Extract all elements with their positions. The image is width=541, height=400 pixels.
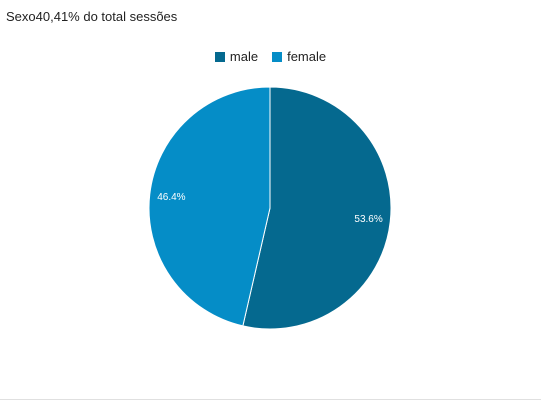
chart-title-text: Sexo [6,9,36,24]
pie-slice-male[interactable] [242,86,392,330]
legend-item-male[interactable]: male [214,49,259,64]
pie-slice-female[interactable] [148,86,271,327]
pie-labels: 53.6% 46.4% [157,192,383,225]
chart-legend: male female [0,49,541,64]
legend-swatch-female [272,51,283,62]
legend-swatch-male [214,51,225,62]
pie-slices [148,86,392,330]
chart-title: Sexo40,41% do total sessões [6,9,177,24]
pie-label-female: 46.4% [157,192,185,203]
legend-item-female[interactable]: female [272,49,326,64]
legend-label-male: male [229,49,259,64]
pie-label-male: 53.6% [354,214,382,225]
legend-label-female: female [287,49,327,64]
chart-subtitle: 40,41% do total sessões [35,9,178,24]
